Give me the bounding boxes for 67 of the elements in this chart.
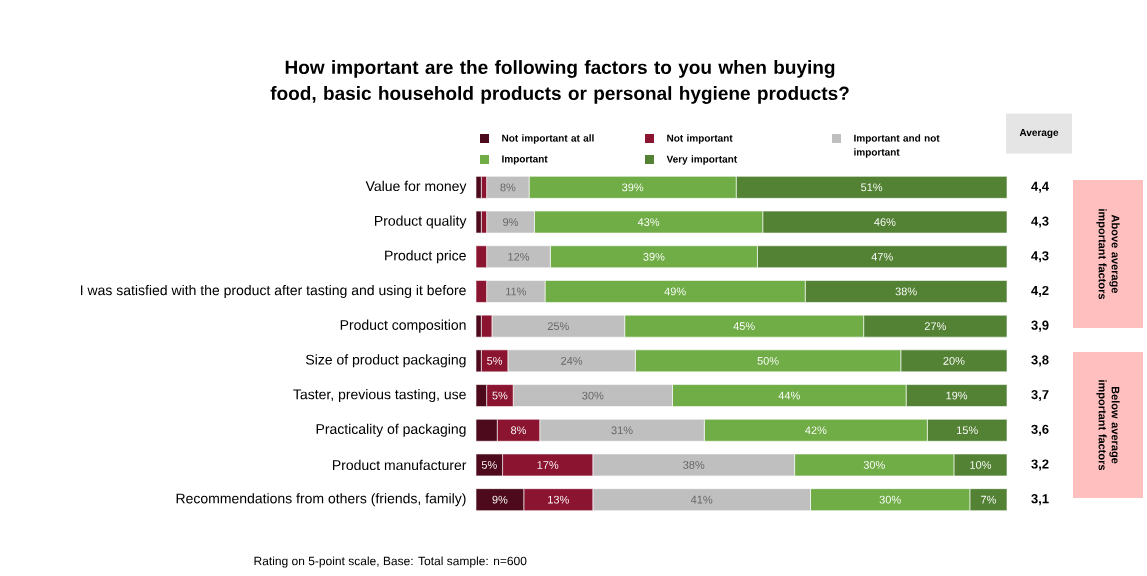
y-tick-label: Recommendations from others (friends, family) [176, 493, 466, 507]
text: 3,7 [1031, 390, 1049, 402]
y-tick-label: Product quality [375, 215, 467, 229]
data-label: 30% [582, 391, 604, 400]
data-label: 49% [664, 287, 686, 296]
y-tick-label: Practicality of packaging [316, 423, 466, 437]
y-tick-label: I was satisfied with the product after tasting and using it before [80, 284, 466, 298]
data-label: 5% [487, 356, 503, 365]
data-label: 43% [637, 218, 660, 226]
legend-label: Very important [666, 155, 737, 165]
text: 3,2 [1031, 459, 1049, 471]
text: Rating on 5-point scale, Base: Total sample: n=600 [254, 556, 527, 568]
y-tick-label: Value for money [365, 180, 467, 194]
y-tick-label: Product price [385, 250, 466, 264]
data-label: 5% [481, 461, 497, 469]
data-label: 44% [778, 391, 800, 400]
data-label: 13% [548, 495, 569, 504]
y-tick-label: Product manufacturer [332, 459, 467, 471]
data-label: 27% [924, 322, 946, 331]
data-label: 50% [757, 356, 779, 365]
text: Average [1019, 129, 1059, 139]
data-label: 30% [863, 461, 885, 469]
legend-label: Important [502, 155, 548, 165]
data-label: 46% [874, 218, 896, 226]
text: 3,8 [1031, 355, 1049, 367]
data-label: 38% [683, 461, 705, 469]
legend-label: Not important [667, 134, 733, 144]
data-label: 8% [500, 183, 516, 192]
text: 3,1 [1031, 494, 1049, 506]
data-label: 8% [511, 426, 527, 435]
data-label: 17% [537, 461, 559, 469]
data-label: 30% [879, 495, 901, 504]
data-label: 10% [970, 461, 992, 469]
text: 4,2 [1031, 285, 1049, 297]
text: 4,4 [1031, 181, 1049, 193]
data-label: 25% [547, 322, 569, 331]
data-label: 11% [506, 287, 527, 296]
text: Above average important factors [1096, 209, 1120, 300]
data-label: 39% [622, 183, 644, 192]
data-label: 42% [805, 426, 827, 435]
text: 3,9 [1031, 320, 1049, 332]
y-tick-label: Product composition [340, 319, 466, 333]
data-label: 24% [561, 356, 583, 365]
data-label: 15% [957, 426, 978, 435]
data-label: 47% [871, 252, 893, 261]
data-label: 51% [861, 183, 883, 192]
y-tick-label: Size of product packaging [306, 354, 466, 368]
y-tick-label: Taster, previous tasting, use [293, 389, 466, 403]
data-label: 20% [943, 356, 965, 365]
data-label: 9% [492, 495, 508, 504]
chart-title: How important are the following factors to you when buying food, basic household products or personal hygiene products? [270, 60, 849, 104]
data-label: 45% [733, 322, 755, 331]
data-label: 38% [895, 287, 917, 296]
text: 3,6 [1031, 424, 1049, 436]
data-label: 41% [690, 495, 713, 504]
data-label: 5% [492, 391, 508, 400]
legend-label: Important and not important [854, 134, 940, 158]
legend-label: Not important at all [502, 134, 594, 144]
text: Below average important factors [1096, 380, 1120, 471]
text: 4,3 [1031, 216, 1049, 228]
data-label: 12% [508, 252, 530, 261]
data-label: 7% [981, 495, 996, 504]
data-label: 9% [503, 218, 519, 226]
data-label: 19% [946, 391, 968, 400]
text: 4,3 [1031, 251, 1049, 263]
data-label: 31% [611, 426, 633, 435]
data-label: 39% [643, 252, 665, 261]
